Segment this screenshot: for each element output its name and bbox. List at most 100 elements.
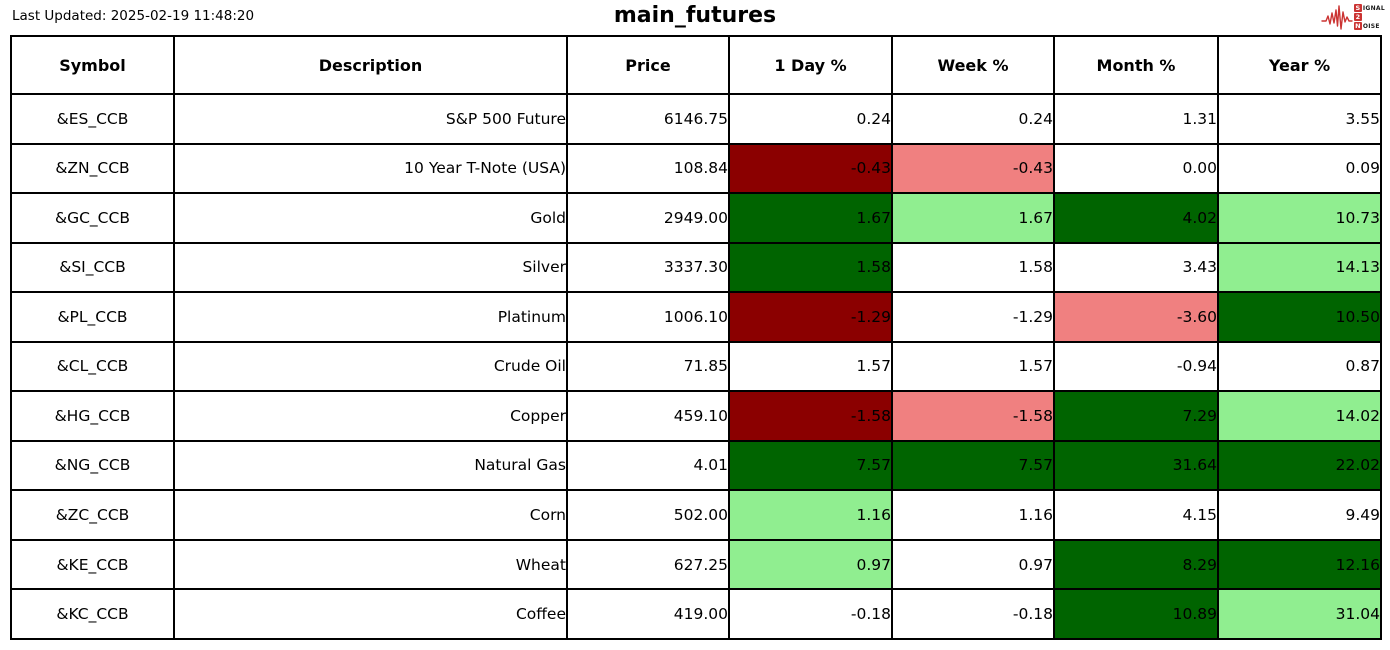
year-pct-cell: 3.55 (1217, 93, 1382, 145)
day-pct-cell: 0.24 (728, 93, 893, 145)
price-cell: 502.00 (566, 489, 730, 541)
symbol-cell: &HG_CCB (10, 390, 175, 442)
header-row: Symbol Description Price 1 Day % Week % Month… (10, 35, 1382, 95)
column-header-1-day: 1 Day % (728, 35, 893, 95)
description-cell: Gold (173, 192, 568, 244)
table-row: &PL_CCB Platinum 1006.10 -1.29 -1.29 -3.60 10.… (10, 291, 1382, 343)
column-header-year: Year % (1217, 35, 1382, 95)
logo-letterbox-n: N (1353, 22, 1362, 30)
table-row: &GC_CCB Gold 2949.00 1.67 1.67 4.02 10.73 (10, 192, 1382, 244)
year-pct-cell: 10.50 (1217, 291, 1382, 343)
column-header-symbol: Symbol (10, 35, 175, 95)
day-pct-cell: 1.67 (728, 192, 893, 244)
week-pct-cell: 1.58 (891, 241, 1055, 294)
symbol-cell: &NG_CCB (10, 439, 175, 492)
table-row: &SI_CCB Silver 3337.30 1.58 1.58 3.43 14.13 (10, 241, 1382, 294)
symbol-cell: &KC_CCB (10, 588, 175, 640)
year-pct-cell: 14.02 (1217, 390, 1382, 442)
day-pct-cell: -0.43 (728, 142, 893, 195)
table-row: &CL_CCB Crude Oil 71.85 1.57 1.57 -0.94 0.87 (10, 340, 1382, 393)
symbol-cell: &CL_CCB (10, 340, 175, 393)
logo-text: S IGNAL 2 N OISE (1353, 4, 1385, 30)
last-updated-label: Last Updated: 2025-02-19 11:48:20 (12, 8, 255, 24)
month-pct-cell: 10.89 (1053, 588, 1219, 640)
symbol-cell: &KE_CCB (10, 538, 175, 591)
day-pct-cell: 0.97 (728, 538, 893, 591)
logo-letterbox-s: S (1353, 4, 1362, 12)
futures-table: Symbol Description Price 1 Day % Week % Month… (10, 35, 1382, 640)
day-pct-cell: 1.16 (728, 489, 893, 541)
month-pct-cell: -0.94 (1053, 340, 1219, 393)
price-cell: 6146.75 (566, 93, 730, 145)
price-cell: 1006.10 (566, 291, 730, 343)
logo-word-signal: IGNAL (1362, 4, 1385, 12)
year-pct-cell: 0.09 (1217, 142, 1382, 195)
description-cell: Corn (173, 489, 568, 541)
description-cell: S&P 500 Future (173, 93, 568, 145)
week-pct-cell: 0.24 (891, 93, 1055, 145)
month-pct-cell: 4.15 (1053, 489, 1219, 541)
week-pct-cell: -1.29 (891, 291, 1055, 343)
table-row: &ZC_CCB Corn 502.00 1.16 1.16 4.15 9.49 (10, 489, 1382, 541)
description-cell: Platinum (173, 291, 568, 343)
description-cell: Wheat (173, 538, 568, 591)
logo-word-noise: OISE (1362, 22, 1380, 30)
symbol-cell: &ES_CCB (10, 93, 175, 145)
ecg-waveform-icon (1321, 5, 1353, 30)
year-pct-cell: 12.16 (1217, 538, 1382, 591)
description-cell: Silver (173, 241, 568, 294)
column-header-description: Description (173, 35, 568, 95)
year-pct-cell: 9.49 (1217, 489, 1382, 541)
year-pct-cell: 31.04 (1217, 588, 1382, 640)
month-pct-cell: -3.60 (1053, 291, 1219, 343)
table-row: &NG_CCB Natural Gas 4.01 7.57 7.57 31.64 22.02 (10, 439, 1382, 492)
price-cell: 459.10 (566, 390, 730, 442)
description-cell: Crude Oil (173, 340, 568, 393)
week-pct-cell: 1.67 (891, 192, 1055, 244)
day-pct-cell: -0.18 (728, 588, 893, 640)
week-pct-cell: 1.57 (891, 340, 1055, 393)
description-cell: Coffee (173, 588, 568, 640)
week-pct-cell: -0.43 (891, 142, 1055, 195)
week-pct-cell: 7.57 (891, 439, 1055, 492)
month-pct-cell: 3.43 (1053, 241, 1219, 294)
table-body: &ES_CCB S&P 500 Future 6146.75 0.24 0.24 1.31… (10, 93, 1382, 640)
page-title: main_futures (613, 3, 777, 28)
symbol-cell: &ZC_CCB (10, 489, 175, 541)
month-pct-cell: 4.02 (1053, 192, 1219, 244)
signal2noise-logo: S IGNAL 2 N OISE (1321, 3, 1385, 31)
month-pct-cell: 7.29 (1053, 390, 1219, 442)
day-pct-cell: 1.58 (728, 241, 893, 294)
price-cell: 3337.30 (566, 241, 730, 294)
table-row: &KE_CCB Wheat 627.25 0.97 0.97 8.29 12.16 (10, 538, 1382, 591)
month-pct-cell: 0.00 (1053, 142, 1219, 195)
year-pct-cell: 0.87 (1217, 340, 1382, 393)
price-cell: 419.00 (566, 588, 730, 640)
year-pct-cell: 22.02 (1217, 439, 1382, 492)
table-row: &HG_CCB Copper 459.10 -1.58 -1.58 7.29 14.02 (10, 390, 1382, 442)
column-header-price: Price (566, 35, 730, 95)
day-pct-cell: 7.57 (728, 439, 893, 492)
year-pct-cell: 10.73 (1217, 192, 1382, 244)
price-cell: 108.84 (566, 142, 730, 195)
price-cell: 2949.00 (566, 192, 730, 244)
column-header-week: Week % (891, 35, 1055, 95)
day-pct-cell: -1.58 (728, 390, 893, 442)
description-cell: Copper (173, 390, 568, 442)
symbol-cell: &PL_CCB (10, 291, 175, 343)
logo-letterbox-2: 2 (1353, 13, 1362, 21)
description-cell: 10 Year T-Note (USA) (173, 142, 568, 195)
table-row: &ZN_CCB 10 Year T-Note (USA) 108.84 -0.43 -0… (10, 142, 1382, 195)
month-pct-cell: 1.31 (1053, 93, 1219, 145)
description-cell: Natural Gas (173, 439, 568, 492)
table-row: &ES_CCB S&P 500 Future 6146.75 0.24 0.24 1.31… (10, 93, 1382, 145)
symbol-cell: &GC_CCB (10, 192, 175, 244)
symbol-cell: &ZN_CCB (10, 142, 175, 195)
day-pct-cell: -1.29 (728, 291, 893, 343)
price-cell: 71.85 (566, 340, 730, 393)
table-row: &KC_CCB Coffee 419.00 -0.18 -0.18 10.89 31.04 (10, 588, 1382, 640)
column-header-month: Month % (1053, 35, 1219, 95)
year-pct-cell: 14.13 (1217, 241, 1382, 294)
week-pct-cell: 1.16 (891, 489, 1055, 541)
week-pct-cell: 0.97 (891, 538, 1055, 591)
